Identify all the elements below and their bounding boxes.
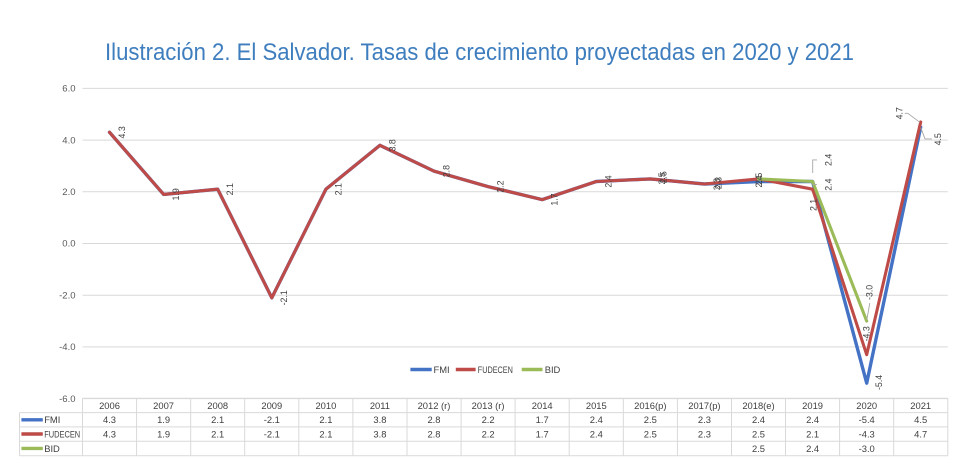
svg-text:2.2: 2.2 [496, 180, 506, 192]
svg-text:2.1: 2.1 [225, 183, 235, 195]
svg-text:2.5: 2.5 [657, 172, 667, 184]
svg-text:BID: BID [545, 364, 561, 375]
svg-text:2.8: 2.8 [427, 414, 440, 425]
svg-text:-6.0: -6.0 [59, 394, 75, 405]
svg-text:4.7: 4.7 [914, 428, 927, 439]
svg-text:2.4: 2.4 [823, 154, 833, 166]
svg-text:2.1: 2.1 [806, 428, 819, 439]
svg-text:2011: 2011 [370, 400, 390, 411]
svg-text:2010: 2010 [315, 400, 336, 411]
svg-text:2.5: 2.5 [659, 171, 669, 183]
svg-text:2.1: 2.1 [319, 414, 332, 425]
svg-text:1.9: 1.9 [157, 428, 170, 439]
svg-text:2.1: 2.1 [808, 199, 818, 211]
svg-text:2.1: 2.1 [333, 183, 343, 195]
svg-text:FMI: FMI [44, 414, 60, 425]
svg-text:2.3: 2.3 [698, 428, 711, 439]
svg-text:2019: 2019 [802, 400, 823, 411]
svg-text:2.4: 2.4 [590, 428, 603, 439]
svg-text:4.3: 4.3 [117, 126, 127, 138]
svg-text:1.9: 1.9 [157, 414, 170, 425]
svg-text:2006: 2006 [99, 400, 120, 411]
svg-text:FMI: FMI [434, 364, 450, 375]
svg-text:-3.0: -3.0 [865, 285, 875, 300]
svg-text:2.4: 2.4 [590, 414, 603, 425]
svg-text:2.5: 2.5 [754, 173, 764, 185]
svg-text:-5.4: -5.4 [859, 414, 875, 425]
svg-text:FUDECEN: FUDECEN [478, 364, 513, 375]
svg-text:2.5: 2.5 [644, 428, 657, 439]
svg-text:2.2: 2.2 [482, 414, 495, 425]
svg-text:-4.0: -4.0 [59, 342, 75, 353]
svg-text:2.4: 2.4 [823, 178, 833, 190]
svg-text:2013 (r): 2013 (r) [472, 400, 505, 411]
svg-text:1.9: 1.9 [171, 188, 181, 200]
svg-text:2009: 2009 [261, 400, 282, 411]
svg-text:4.3: 4.3 [103, 414, 116, 425]
svg-text:2.4: 2.4 [806, 414, 819, 425]
svg-text:2017(p): 2017(p) [688, 400, 720, 411]
svg-text:BID: BID [44, 443, 60, 454]
svg-text:2.0: 2.0 [62, 187, 75, 198]
svg-text:2.4: 2.4 [752, 414, 765, 425]
svg-text:2008: 2008 [207, 400, 228, 411]
svg-text:2.1: 2.1 [211, 428, 224, 439]
svg-text:-2.1: -2.1 [264, 414, 280, 425]
svg-text:2.8: 2.8 [427, 428, 440, 439]
svg-text:2015: 2015 [586, 400, 607, 411]
svg-text:2.5: 2.5 [752, 428, 765, 439]
svg-text:-4.3: -4.3 [862, 326, 872, 341]
svg-text:4.5: 4.5 [914, 414, 927, 425]
svg-text:2.8: 2.8 [441, 165, 451, 177]
svg-text:4.5: 4.5 [933, 133, 943, 145]
svg-text:2.4: 2.4 [604, 175, 614, 187]
svg-text:2021: 2021 [910, 400, 931, 411]
svg-text:1.7: 1.7 [536, 428, 549, 439]
svg-text:4.3: 4.3 [103, 428, 116, 439]
svg-text:2.1: 2.1 [319, 428, 332, 439]
svg-text:2.3: 2.3 [712, 178, 722, 190]
svg-text:1.7: 1.7 [536, 414, 549, 425]
svg-text:1.7: 1.7 [550, 193, 560, 205]
svg-text:2012 (r): 2012 (r) [418, 400, 451, 411]
svg-text:2007: 2007 [153, 400, 174, 411]
svg-text:4.0: 4.0 [62, 135, 75, 146]
svg-text:2014: 2014 [532, 400, 553, 411]
svg-text:3.8: 3.8 [373, 428, 386, 439]
svg-text:-2.1: -2.1 [279, 290, 289, 305]
svg-text:-5.4: -5.4 [874, 375, 884, 390]
svg-text:-4.3: -4.3 [859, 428, 875, 439]
svg-text:-2.0: -2.0 [59, 290, 75, 301]
svg-text:2.4: 2.4 [806, 443, 819, 454]
svg-text:2.3: 2.3 [698, 414, 711, 425]
svg-text:2.3: 2.3 [714, 177, 724, 189]
svg-text:2016(p): 2016(p) [634, 400, 666, 411]
svg-text:3.8: 3.8 [387, 139, 397, 151]
svg-text:-3.0: -3.0 [859, 443, 875, 454]
svg-text:2.1: 2.1 [211, 414, 224, 425]
svg-text:Ilustración 2. El Salvador. Ta: Ilustración 2. El Salvador. Tasas de cre… [105, 39, 854, 66]
svg-text:FUDECEN: FUDECEN [44, 428, 80, 439]
svg-text:2.5: 2.5 [752, 443, 765, 454]
svg-text:0.0: 0.0 [62, 239, 75, 250]
svg-text:4.7: 4.7 [895, 107, 905, 119]
svg-text:2.5: 2.5 [644, 414, 657, 425]
svg-text:2020: 2020 [856, 400, 877, 411]
svg-text:2.4: 2.4 [754, 175, 764, 187]
svg-text:2.2: 2.2 [482, 428, 495, 439]
svg-text:-2.1: -2.1 [264, 428, 280, 439]
svg-text:6.0: 6.0 [62, 84, 75, 95]
svg-text:2018(e): 2018(e) [742, 400, 774, 411]
svg-text:3.8: 3.8 [373, 414, 386, 425]
